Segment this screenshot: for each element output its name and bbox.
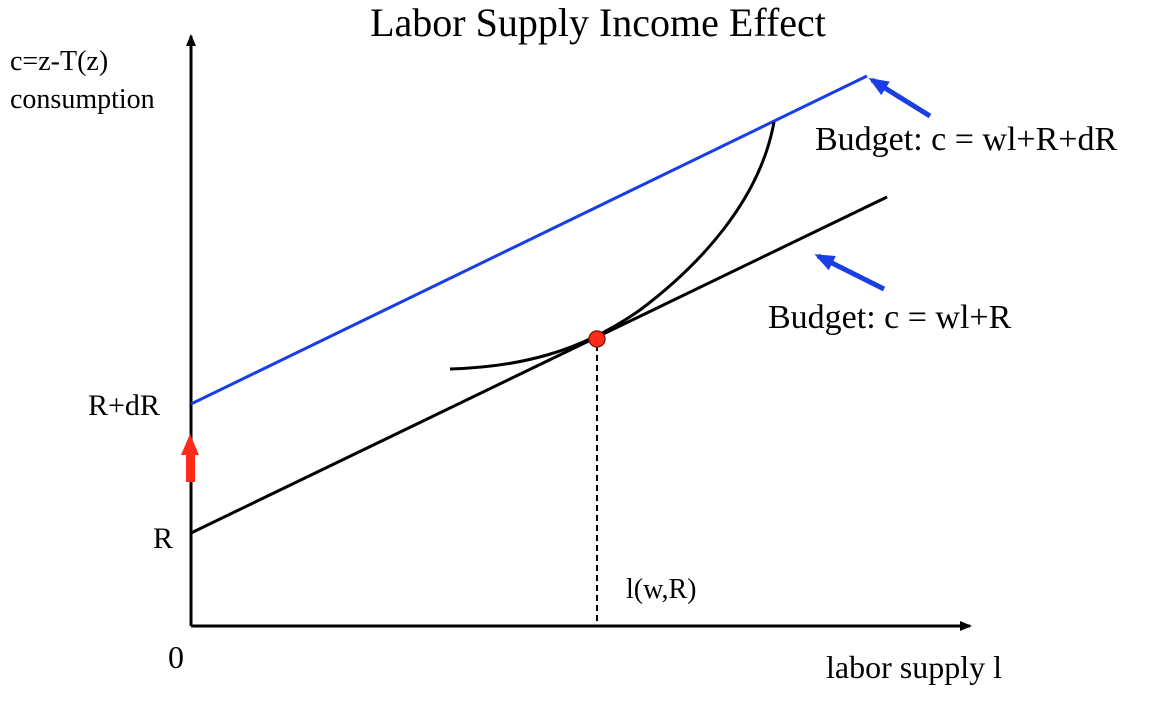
budget-shifted-label: Budget: c = wl+R+dR [815,121,1117,158]
optimum-point [588,330,606,348]
budget-original-label: Budget: c = wl+R [768,299,1012,336]
budget-line-original [190,195,888,535]
callout-arrow-shifted-icon [868,77,932,119]
y-axis-label-bottom: consumption [10,84,155,115]
diagram-title: Labor Supply Income Effect [370,0,826,45]
callout-arrow-original-icon [814,253,886,292]
x-axis-label: labor supply l [826,649,1002,685]
optimum-label: l(w,R) [626,574,697,605]
income-shift-arrow-icon [181,434,199,482]
indifference-curve [449,121,776,371]
y-axis-label-top: c=z-T(z) [10,46,108,77]
r-plus-dr-label: R+dR [88,389,160,422]
budget-line-shifted [190,74,868,406]
origin-label: 0 [168,639,184,675]
r-label: R [153,522,173,555]
